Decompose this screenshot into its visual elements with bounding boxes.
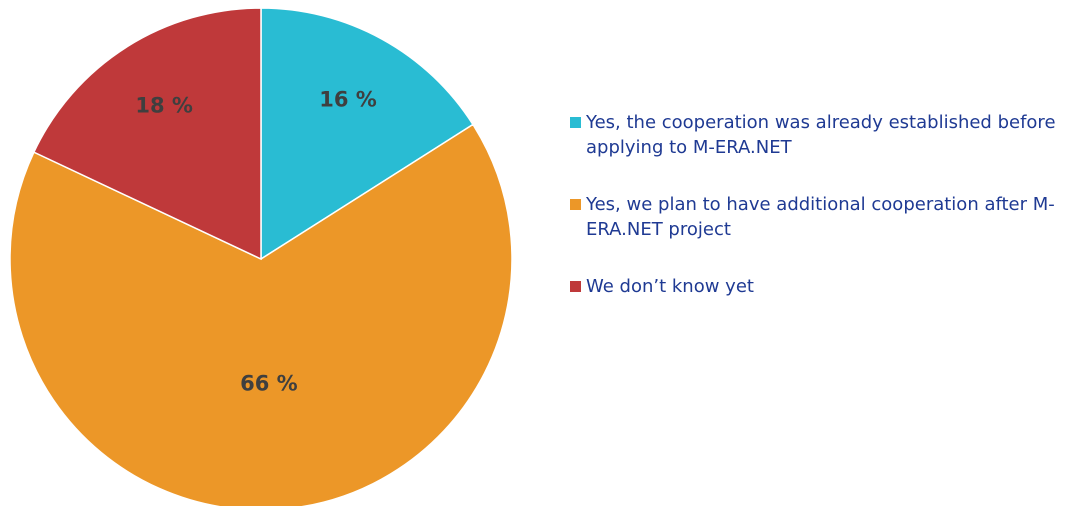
slice-label-dont-know: 18 % <box>135 93 193 117</box>
legend-label-dont-know: We don’t know yet <box>586 276 754 297</box>
pie-slice-dont-know <box>32 7 262 261</box>
pie-slice-established <box>260 7 474 261</box>
legend-item-dont-know: We don’t know yet <box>570 274 1070 299</box>
legend-swatch-additional <box>570 199 581 210</box>
legend-item-established: Yes, the cooperation was already establi… <box>570 110 1070 160</box>
legend-swatch-established <box>570 117 581 128</box>
legend-swatch-dont-know <box>570 281 581 292</box>
legend-label-additional: Yes, we plan to have additional cooperat… <box>586 194 1055 240</box>
chart-legend: Yes, the cooperation was already establi… <box>570 110 1070 331</box>
legend-label-established: Yes, the cooperation was already establi… <box>586 112 1056 158</box>
pie-slice-additional <box>9 123 513 506</box>
slice-label-established: 16 % <box>319 88 377 112</box>
legend-item-additional: Yes, we plan to have additional cooperat… <box>570 192 1070 242</box>
slice-label-additional: 66 % <box>240 371 298 395</box>
